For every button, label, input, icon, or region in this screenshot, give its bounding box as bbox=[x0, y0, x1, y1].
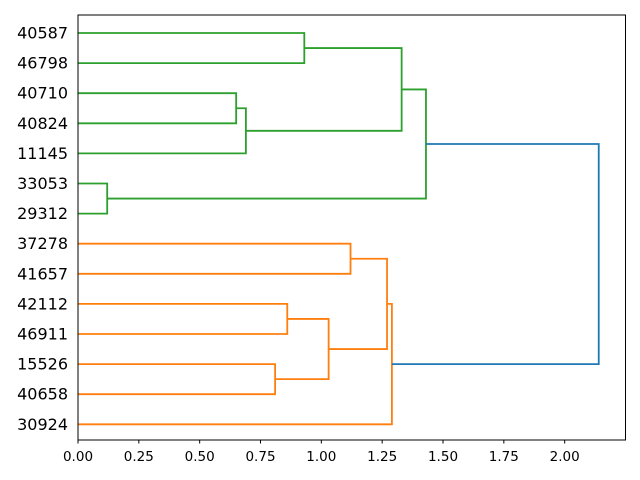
leaf-label: 37278 bbox=[17, 234, 68, 253]
leaf-label: 46798 bbox=[17, 54, 68, 73]
dendrogram-link-M11 bbox=[328, 257, 388, 350]
x-tick-label: 1.25 bbox=[367, 449, 397, 465]
dendrogram-link-M4 bbox=[245, 47, 403, 132]
x-tick-label: 1.75 bbox=[489, 449, 519, 465]
leaf-label: 29312 bbox=[17, 204, 68, 223]
leaf-label: 33053 bbox=[17, 174, 68, 193]
x-tick-label: 0.75 bbox=[245, 449, 275, 465]
leaf-labels: 40587 46798 40710 40824 11145 33053 29312 37278… bbox=[17, 24, 68, 434]
leaf-label: 46911 bbox=[17, 325, 68, 344]
dendrogram-link-M7 bbox=[78, 242, 352, 275]
x-tick-label: 0.50 bbox=[185, 449, 215, 465]
dendrogram-link-M10 bbox=[275, 318, 330, 381]
leaf-label: 40587 bbox=[17, 24, 68, 43]
leaf-label: 42112 bbox=[17, 294, 68, 313]
leaf-label: 15526 bbox=[17, 355, 68, 374]
leaf-label: 11145 bbox=[17, 144, 68, 163]
x-tick-label: 2.00 bbox=[550, 449, 580, 465]
leaf-label: 40710 bbox=[17, 84, 68, 103]
dendrogram-links bbox=[78, 32, 600, 426]
x-axis: 0.00 0.25 0.50 0.75 1.00 1.25 1.50 1.75 2.00 bbox=[63, 440, 580, 465]
x-tick-label: 1.00 bbox=[306, 449, 336, 465]
plot-border bbox=[77, 14, 626, 441]
leaf-label: 40658 bbox=[17, 385, 68, 404]
leaf-label: 30924 bbox=[17, 415, 68, 434]
x-tick-label: 0.25 bbox=[124, 449, 154, 465]
x-tick-label: 1.50 bbox=[428, 449, 458, 465]
dendrogram-link-M13 bbox=[391, 143, 600, 365]
x-tick-label: 0.00 bbox=[63, 449, 93, 465]
leaf-label: 40824 bbox=[17, 114, 68, 133]
leaf-label: 41657 bbox=[17, 264, 68, 283]
